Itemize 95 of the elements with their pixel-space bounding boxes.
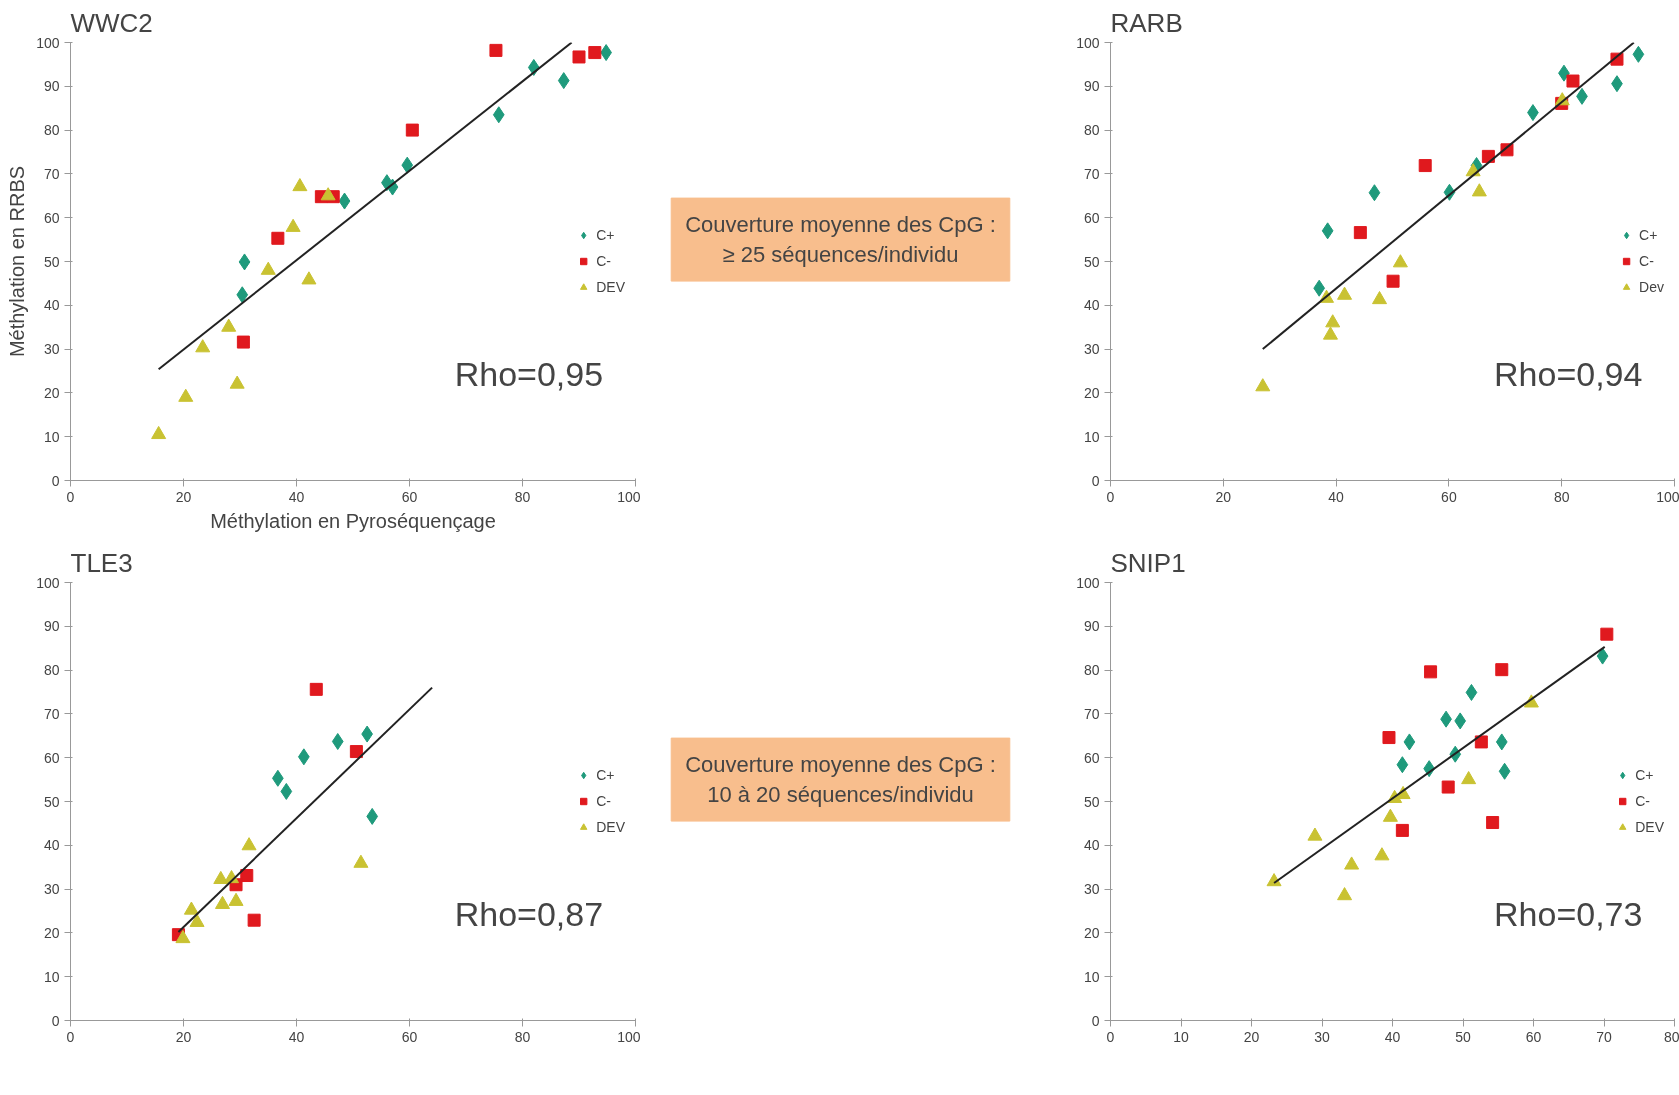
x-tick-label: 100 [617, 488, 641, 505]
y-tick-label: 10 [43, 968, 60, 985]
y-tick-label: 70 [1083, 705, 1100, 722]
y-tick-label: 30 [1083, 341, 1100, 358]
x-tick-label: 0 [66, 488, 75, 505]
x-tick-label: 100 [1656, 488, 1679, 505]
x-tick-label: 80 [514, 1028, 531, 1045]
x-tick-label: 20 [1215, 488, 1232, 505]
legend-label: C- [1639, 253, 1655, 269]
y-tick-label: 20 [1083, 924, 1100, 941]
y-tick-label: 60 [1083, 749, 1100, 766]
x-tick-label: 80 [1553, 488, 1570, 505]
legend-label: C+ [596, 767, 616, 783]
y-tick-label: 60 [43, 209, 60, 226]
y-tick-label: 90 [43, 618, 60, 635]
y-tick-label: 100 [1076, 34, 1100, 51]
x-tick-label: 40 [288, 1028, 305, 1045]
y-tick-label: 70 [1083, 165, 1100, 182]
y-tick-label: 0 [51, 472, 60, 489]
y-tick-label: 30 [1083, 881, 1100, 898]
y-tick-label: 50 [1083, 253, 1100, 270]
annotation: Rho=0,87 [454, 894, 604, 933]
legend-label: C+ [1639, 227, 1659, 243]
text: Couverture moyenne des CpG : 10 à 20 séquences/individu [685, 752, 996, 808]
legend-label: C- [596, 793, 612, 809]
y-tick-label: 30 [43, 881, 60, 898]
x-axis-title: Méthylation en Pyroséquençage [210, 509, 496, 532]
y-tick-label: 20 [43, 384, 60, 401]
y-tick-label: 80 [43, 662, 60, 679]
x-tick-label: 60 [1441, 488, 1457, 505]
legend-label: C+ [1635, 767, 1655, 783]
x-tick-label: 60 [401, 1028, 418, 1045]
y-tick-label: 20 [1083, 384, 1100, 401]
x-tick-label: 20 [175, 488, 192, 505]
y-tick-label: 60 [1083, 209, 1100, 226]
y-tick-label: 40 [1083, 837, 1100, 854]
x-tick-label: 100 [617, 1028, 641, 1045]
y-tick-label: 40 [43, 837, 60, 854]
annotation: Rho=0,94 [1494, 354, 1643, 393]
y-tick-label: 90 [43, 78, 60, 95]
y-tick-label: 80 [1083, 122, 1100, 139]
x-tick-label: 20 [1243, 1028, 1260, 1045]
legend-label: DEV [596, 279, 625, 295]
x-tick-label: 0 [66, 1028, 75, 1045]
legend-label: Dev [1639, 279, 1664, 295]
x-tick-label: 0 [1106, 1028, 1115, 1045]
legend-label: DEV [596, 819, 625, 835]
x-tick-label: 20 [175, 1028, 192, 1045]
x-tick-label: 40 [288, 488, 305, 505]
y-tick-label: 20 [43, 924, 60, 941]
annotation: Rho=0,73 [1494, 894, 1643, 933]
y-tick-label: 70 [43, 165, 60, 182]
x-tick-label: 60 [401, 488, 418, 505]
legend-label: C- [1635, 793, 1651, 809]
x-tick-label: 40 [1384, 1028, 1401, 1045]
y-tick-label: 0 [1091, 1012, 1100, 1029]
y-tick-label: 90 [1083, 618, 1100, 635]
x-tick-label: 50 [1455, 1028, 1471, 1045]
chart-title: SNIP1 [1110, 547, 1186, 578]
x-tick-label: 60 [1525, 1028, 1542, 1045]
y-axis-title: Méthylation en RRBS [6, 165, 29, 358]
y-tick-label: 60 [43, 749, 60, 766]
y-tick-label: 30 [43, 341, 60, 358]
y-tick-label: 80 [43, 122, 60, 139]
y-tick-label: 50 [43, 253, 60, 270]
y-tick-label: 0 [51, 1012, 60, 1029]
chart-title: WWC2 [70, 7, 153, 38]
y-tick-label: 10 [43, 428, 60, 445]
x-tick-label: 80 [514, 488, 531, 505]
y-tick-label: 80 [1083, 662, 1100, 679]
x-tick-label: 30 [1314, 1028, 1330, 1045]
legend-label: DEV [1635, 819, 1664, 835]
legend-label: C+ [596, 227, 616, 243]
y-tick-label: 70 [43, 705, 60, 722]
y-tick-label: 0 [1091, 472, 1100, 489]
y-tick-label: 100 [36, 574, 60, 591]
y-tick-label: 50 [1083, 793, 1100, 810]
y-tick-label: 10 [1083, 968, 1100, 985]
y-tick-label: 50 [43, 793, 60, 810]
y-tick-label: 100 [36, 34, 60, 51]
legend-label: C- [596, 253, 612, 269]
y-tick-label: 10 [1083, 428, 1100, 445]
x-tick-label: 80 [1663, 1028, 1679, 1045]
text: Couverture moyenne des CpG : ≥ 25 séquences/individu [685, 212, 996, 268]
chart-title: RARB [1110, 7, 1183, 38]
x-tick-label: 40 [1328, 488, 1345, 505]
chart-title: TLE3 [70, 547, 133, 578]
x-tick-label: 0 [1106, 488, 1115, 505]
y-tick-label: 40 [1083, 297, 1100, 314]
annotation: Rho=0,95 [454, 354, 604, 393]
y-tick-label: 40 [43, 297, 60, 314]
x-tick-label: 70 [1596, 1028, 1612, 1045]
y-tick-label: 90 [1083, 78, 1100, 95]
x-tick-label: 10 [1173, 1028, 1189, 1045]
y-tick-label: 100 [1076, 574, 1100, 591]
